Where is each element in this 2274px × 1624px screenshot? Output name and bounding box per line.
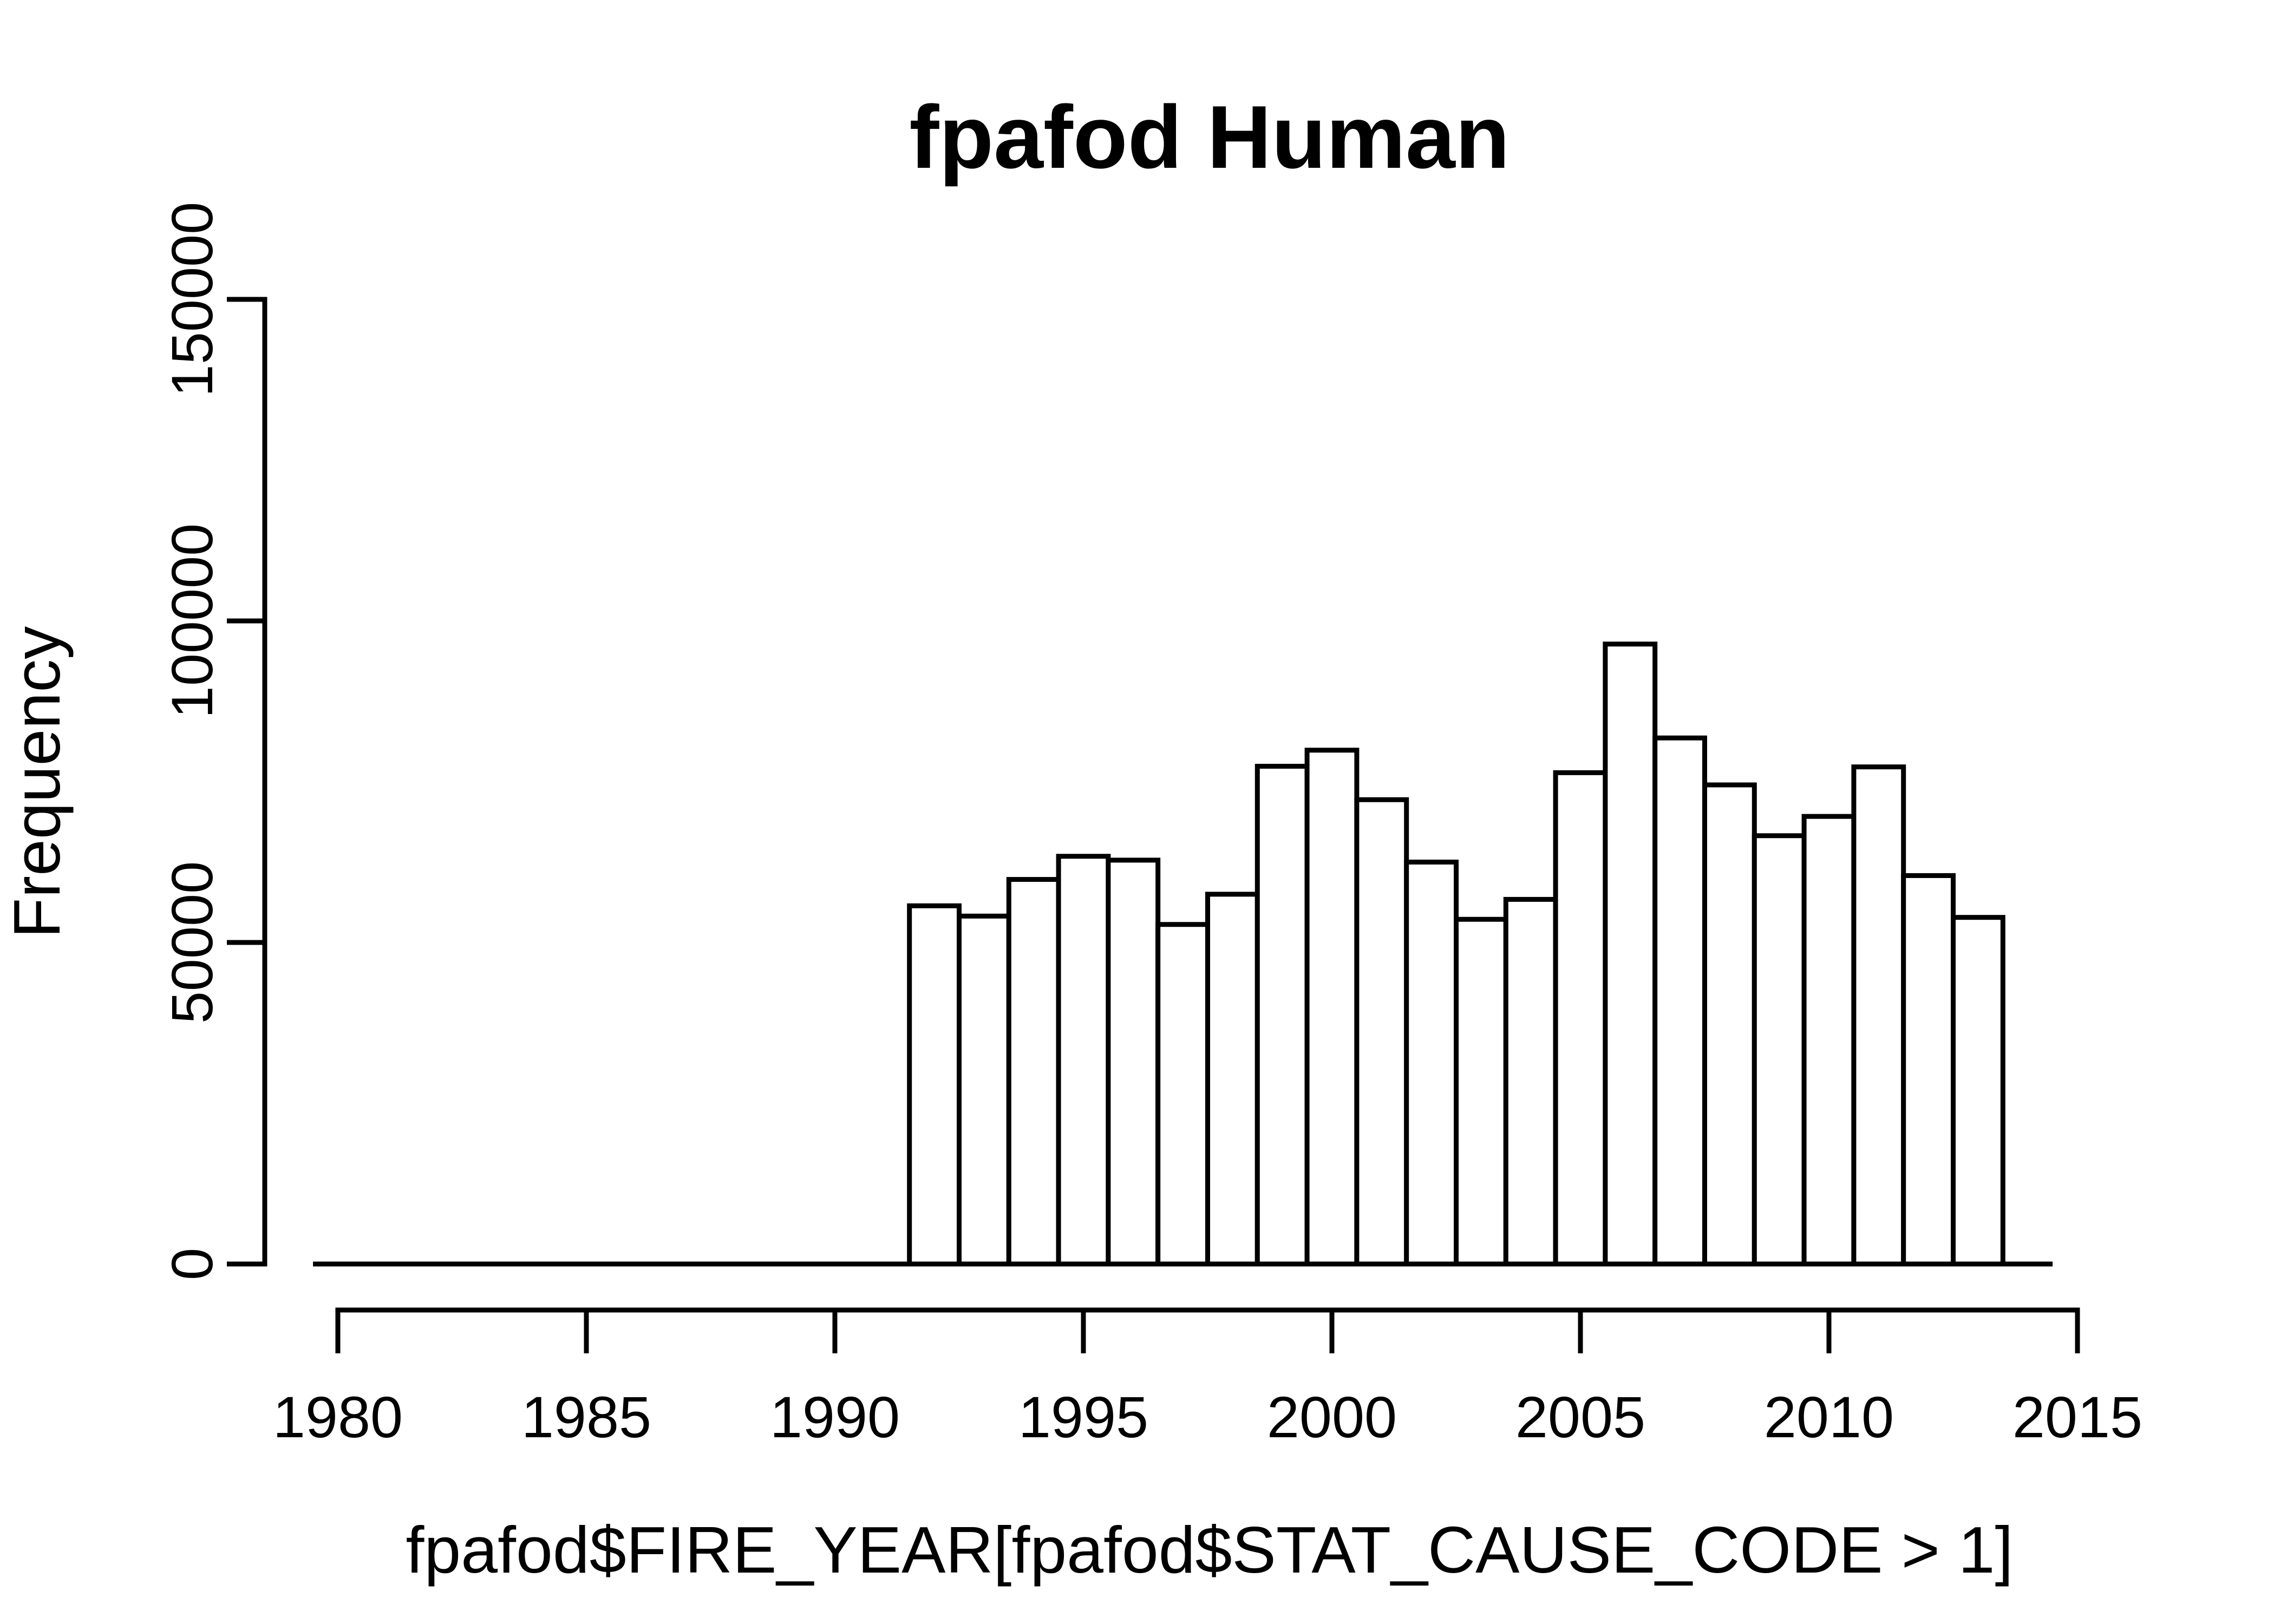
histogram-bar-1995 <box>1056 854 1111 1267</box>
y-tick-label-150000: 150000 <box>159 202 225 397</box>
y-tick-label-0: 0 <box>159 1248 225 1280</box>
histogram-bar-2013 <box>1951 915 2005 1267</box>
histogram-bar-2001 <box>1354 797 1409 1267</box>
x-tick-label-2000: 2000 <box>1267 1384 1397 1450</box>
chart-title: fpafod Human <box>909 87 1510 187</box>
bars-layer <box>313 641 2053 1267</box>
x-tick-label-1995: 1995 <box>1018 1384 1148 1450</box>
y-tick-label-50000: 50000 <box>159 861 225 1024</box>
histogram-bar-2011 <box>1851 764 1906 1267</box>
histogram-bar-2006 <box>1603 641 1658 1267</box>
histogram-bar-2007 <box>1652 735 1707 1267</box>
histogram-bar-2010 <box>1801 814 1857 1267</box>
x-tick-label-2005: 2005 <box>1515 1384 1645 1450</box>
histogram-bar-2000 <box>1304 748 1360 1267</box>
histogram-bar-1999 <box>1254 763 1310 1267</box>
histogram-bar-2008 <box>1702 782 1757 1267</box>
histogram-bar-1992 <box>907 903 962 1267</box>
x-tick-label-1980: 1980 <box>273 1384 403 1450</box>
histogram-bar-1993 <box>957 913 1011 1267</box>
histogram-bar-2004 <box>1503 896 1558 1267</box>
y-axis-label: Frequency <box>0 626 74 938</box>
histogram-bar-2012 <box>1901 873 1956 1267</box>
x-axis: 1980 1985 1990 1995 2000 2005 2010 2015 <box>273 1307 2142 1450</box>
histogram-bar-1997 <box>1155 922 1210 1267</box>
histogram-bar-1996 <box>1106 857 1161 1267</box>
histogram-bar-2009 <box>1752 833 1807 1267</box>
y-axis: 0 50000 100000 150000 <box>159 202 267 1280</box>
x-axis-label: fpafod$FIRE_YEAR[fpafod$STAT_CAUSE_CODE … <box>406 1513 2014 1587</box>
x-tick-label-2010: 2010 <box>1764 1384 1894 1450</box>
histogram-bar-1998 <box>1205 892 1260 1267</box>
x-tick-label-2015: 2015 <box>2012 1384 2142 1450</box>
histogram-bar-2002 <box>1404 860 1459 1267</box>
histogram-bar-1994 <box>1006 877 1061 1267</box>
x-tick-label-1985: 1985 <box>521 1384 651 1450</box>
histogram-bar-2005 <box>1553 770 1608 1267</box>
x-tick-label-1990: 1990 <box>770 1384 900 1450</box>
y-tick-label-100000: 100000 <box>159 523 225 718</box>
histogram-bar-2003 <box>1454 916 1508 1267</box>
